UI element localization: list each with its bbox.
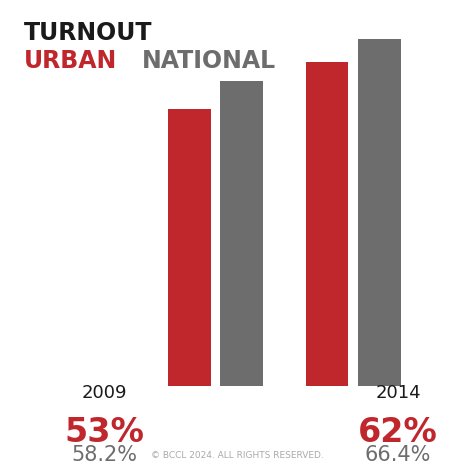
Text: 58.2%: 58.2% <box>71 445 137 465</box>
Text: 53%: 53% <box>64 416 144 449</box>
Bar <box>168 109 211 386</box>
Text: TURNOUT: TURNOUT <box>24 21 152 45</box>
Text: 2014: 2014 <box>375 384 421 402</box>
Text: © BCCL 2024. ALL RIGHTS RESERVED.: © BCCL 2024. ALL RIGHTS RESERVED. <box>151 452 323 460</box>
Bar <box>220 81 263 386</box>
Bar <box>358 39 401 386</box>
Text: URBAN: URBAN <box>24 49 117 73</box>
Bar <box>306 62 348 386</box>
Text: 66.4%: 66.4% <box>365 445 431 465</box>
Text: 2009: 2009 <box>82 384 127 402</box>
Text: 62%: 62% <box>358 416 438 449</box>
Text: NATIONAL: NATIONAL <box>142 49 276 73</box>
